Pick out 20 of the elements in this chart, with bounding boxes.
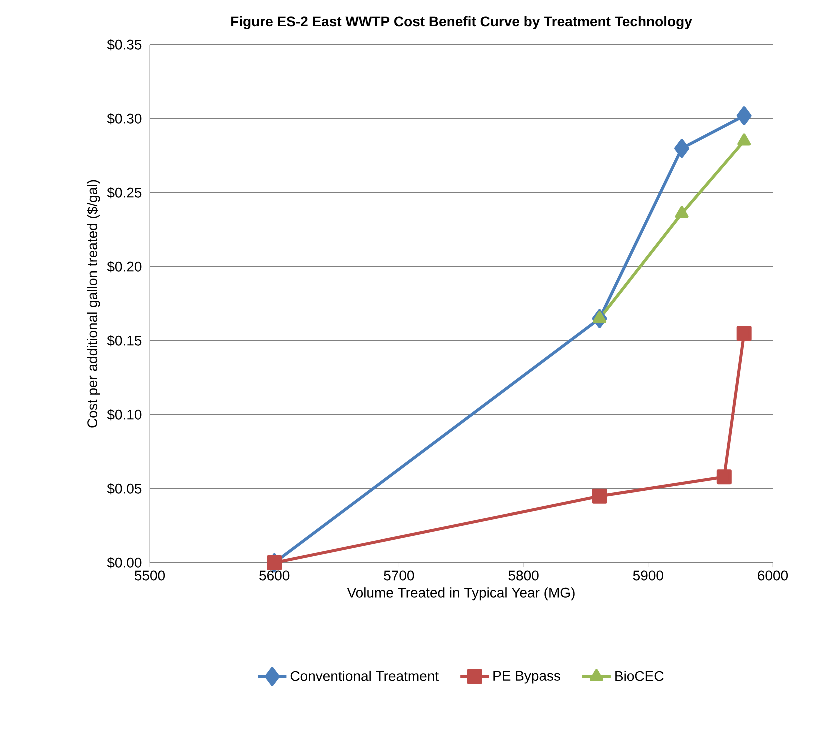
x-axis-title: Volume Treated in Typical Year (MG) [347,588,575,601]
x-tick-label: 6000 [758,570,788,581]
x-tick-label: 5900 [633,570,664,581]
y-tick-label: $0.10 [107,409,142,421]
legend-label: Conventional Treatment [290,670,439,682]
y-tick-label: $0.15 [107,335,142,347]
x-tick-label: 5800 [508,570,539,581]
y-axis-title: Cost per additional gallon treated ($/gal) [87,180,100,428]
y-tick-label: $0.00 [107,557,142,569]
y-tick-label: $0.30 [107,113,142,125]
y-tick-label: $0.05 [107,483,142,495]
chart-title: Figure ES-2 East WWTP Cost Benefit Curve by Treatment Technology [232,16,692,30]
x-tick-label: 5600 [260,570,290,581]
x-tick-label: 5500 [134,570,166,581]
x-tick-label: 5700 [384,570,414,581]
y-tick-label: $0.25 [107,187,142,199]
legend-label: BioCEC [616,670,664,682]
legend-label: PE Bypass [494,671,560,684]
y-tick-label: $0.35 [107,39,142,51]
y-tick-label: $0.20 [107,261,142,273]
